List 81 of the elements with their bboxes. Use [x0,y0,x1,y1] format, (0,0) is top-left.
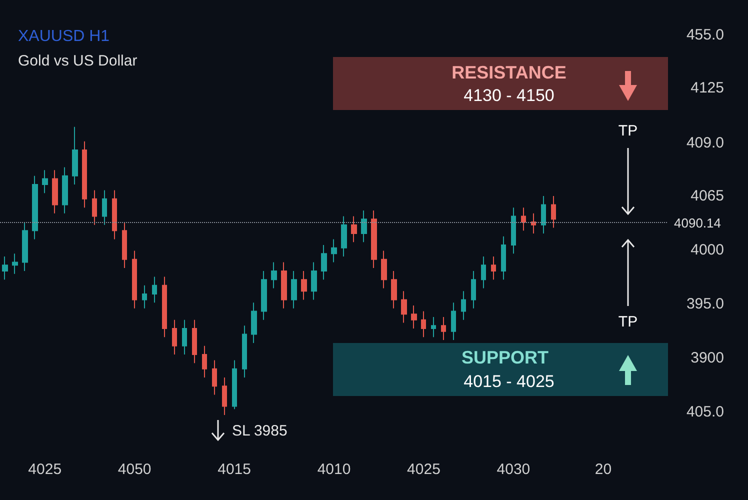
candlestick [242,325,247,378]
x-tick-label: 4050 [118,461,152,478]
candlestick [501,236,506,280]
text: RESISTANCE [452,62,566,84]
candlestick [132,250,137,309]
candlestick [411,305,417,330]
candlestick [471,270,476,309]
candlestick [192,319,197,364]
x-tick-label: 4025 [407,461,440,478]
candlestick [531,212,536,234]
candlestick [461,290,466,320]
candlestick [481,256,486,289]
candlestick [491,256,496,280]
annotation: TP [618,122,638,140]
text: 4125 [690,80,724,96]
candlestick [351,216,357,243]
text: 455.0 [686,26,724,44]
x-tick-label: 4025 [28,461,62,478]
candlestick [162,276,167,338]
text: 3900 [690,350,724,366]
chart-title: XAUUSD H1 [18,28,110,46]
candlestick [371,210,377,269]
candlestick [401,290,407,324]
candlestick [72,126,78,186]
candlestick [261,270,267,320]
candlestick [182,319,187,355]
text: 4090.14 [674,216,721,230]
candlestick [202,345,207,378]
text: 405.0 [686,404,724,420]
chart-subtitle: Gold vs US Dollar [18,52,138,70]
x-tick-label: 4015 [218,461,251,478]
candlestick [2,256,8,280]
text: 395.0 [686,296,724,312]
candlestick [82,140,87,208]
candlestick [212,360,217,396]
candlestick [341,216,347,258]
candlestick [441,316,446,341]
x-tick-label: 4030 [496,461,530,478]
candlestick [172,319,177,355]
candlestick [92,190,97,226]
candlestick [421,310,426,338]
text: SL 3985 [232,422,288,440]
candlestick [152,276,157,304]
candlestick [32,175,38,240]
x-tick-label: 4010 [317,461,351,478]
candlestick [511,207,516,254]
candlestick [361,210,367,243]
candlestick [142,284,147,309]
x-tick-label: 20 [594,461,612,478]
candlestick [22,221,28,272]
candlestick [321,244,327,280]
candlestick [451,302,456,341]
candlestick [301,270,307,300]
text: 409.0 [686,134,724,152]
text: 4065 [690,188,724,204]
candlestick [102,190,107,226]
candlestick [12,253,18,274]
annotation: TP [618,314,638,330]
candlestick [42,170,48,194]
candlestick [311,262,317,300]
candlestick [541,196,546,234]
candlestick [331,238,337,263]
candlestick [551,196,556,228]
candlestick [391,270,397,309]
candlestick [251,302,257,344]
candlestick [52,170,58,214]
candlestick [431,316,436,338]
candlestick [521,207,526,232]
candlestick [112,190,117,240]
candlestick [281,262,287,309]
candlestick [62,166,68,214]
text: 4130 - 4150 [464,86,554,106]
candlestick [381,250,387,289]
candlestick [271,262,277,289]
candlestick [222,377,227,416]
candlestick [122,221,127,269]
candlestick [291,270,297,309]
text: 4000 [690,242,724,258]
annotation: SUPPORT [461,348,549,368]
candlestick [232,360,237,410]
annotation: 4015 - 4025 [464,372,554,392]
